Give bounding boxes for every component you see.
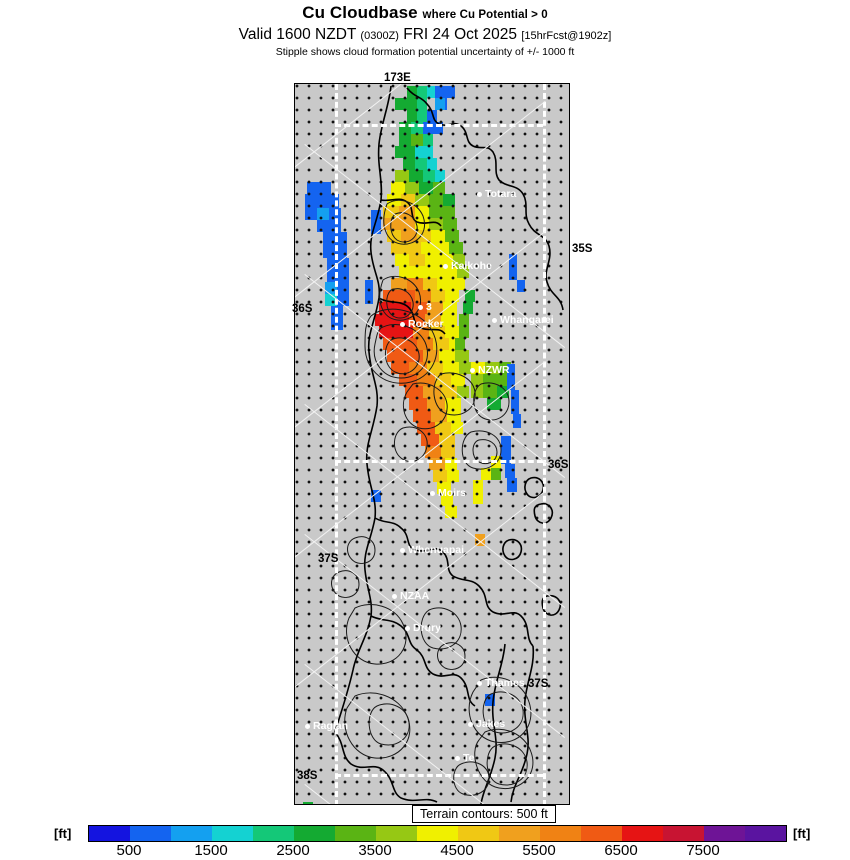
site-marker[interactable]: Thames — [477, 677, 525, 689]
site-marker-dot — [470, 367, 475, 373]
colorbar[interactable]: [ft] [ft] 500 1500 2500 3500 4500 5500 6500 750… — [0, 824, 850, 860]
site-label: Moirs — [438, 487, 467, 499]
graticule-line — [335, 84, 338, 804]
colorbar-segment — [581, 826, 622, 841]
colorbar-segment — [294, 826, 335, 841]
map-canvas — [295, 84, 569, 804]
coordinate-label: 35S — [572, 243, 593, 255]
site-marker[interactable]: Raglan — [305, 720, 348, 732]
site-label: Jakes — [476, 718, 506, 730]
colorbar-tick: 3500 — [358, 842, 392, 859]
title-condition: where Cu Potential > 0 — [422, 9, 548, 21]
colorbar-segment — [253, 826, 294, 841]
site-marker-dot — [418, 304, 423, 310]
site-marker-dot — [430, 490, 435, 496]
graticule-line — [335, 774, 543, 777]
title-main-line: Cu Cloudbase where Cu Potential > 0 — [0, 4, 850, 24]
site-label: NZWR — [478, 364, 510, 376]
colorbar-segment — [458, 826, 499, 841]
site-marker-dot — [405, 625, 410, 631]
colorbar-segment — [417, 826, 458, 841]
site-marker-dot — [392, 593, 397, 599]
site-marker-dot — [468, 721, 473, 727]
colorbar-segment — [745, 826, 786, 841]
page-title: Cu Cloudbase — [302, 3, 418, 22]
site-label: Raglan — [313, 720, 349, 732]
colorbar-segment — [212, 826, 253, 841]
colorbar-tick: 6500 — [604, 842, 638, 859]
graticule-line — [543, 84, 546, 804]
colorbar-segment — [89, 826, 130, 841]
colorbar-segment — [171, 826, 212, 841]
site-marker[interactable]: Whangarei — [492, 314, 554, 326]
colorbar-segment — [704, 826, 745, 841]
site-marker[interactable]: Rocker — [400, 318, 444, 330]
site-label: Rocker — [408, 318, 444, 330]
colorbar-tick: 1500 — [194, 842, 228, 859]
map-panel[interactable] — [294, 83, 570, 805]
title-block: Cu Cloudbase where Cu Potential > 0 Vali… — [0, 0, 850, 59]
colorbar-segment — [376, 826, 417, 841]
site-marker-dot — [443, 263, 448, 269]
graticule-line — [335, 460, 543, 463]
site-label: Drury — [413, 622, 442, 634]
site-marker[interactable]: Moirs — [430, 487, 466, 499]
site-marker[interactable]: 3 — [418, 301, 432, 313]
colorbar-tick: 2500 — [276, 842, 310, 859]
site-marker[interactable]: Totara — [477, 188, 516, 200]
site-marker[interactable]: NZAA — [392, 590, 429, 602]
coastline-and-contours — [331, 85, 564, 804]
site-marker-dot — [400, 547, 405, 553]
coordinate-label: 173E — [384, 72, 411, 84]
colorbar-segment — [663, 826, 704, 841]
site-marker-dot — [477, 191, 482, 197]
site-label: Whangarei — [500, 314, 554, 326]
site-marker[interactable]: Kaikohe — [443, 260, 492, 272]
coordinate-label: 36S — [548, 459, 569, 471]
colorbar-segment — [130, 826, 171, 841]
site-marker[interactable]: Te — [455, 752, 474, 764]
colorbar-segment — [335, 826, 376, 841]
graticule-line — [335, 124, 543, 127]
site-marker-dot — [305, 723, 310, 729]
forecast-info: [15hrFcst@1902z] — [521, 30, 612, 42]
site-marker-dot — [492, 317, 497, 323]
colorbar-tick: 500 — [116, 842, 142, 859]
site-label: Te — [463, 752, 475, 764]
valid-time: Valid 1600 NZDT — [238, 26, 357, 43]
site-marker[interactable]: Whenuapai — [400, 544, 464, 556]
site-label: Totara — [485, 188, 517, 200]
site-marker[interactable]: NZWR — [470, 364, 510, 376]
coordinate-label: 37S — [528, 678, 549, 690]
site-marker[interactable]: Drury — [405, 622, 441, 634]
colorbar-tick: 4500 — [440, 842, 474, 859]
site-marker-dot — [477, 680, 482, 686]
coordinate-label: 36S — [292, 303, 313, 315]
valid-time-utc: (0300Z) — [360, 30, 399, 42]
site-label: NZAA — [400, 590, 430, 602]
colorbar-tick-labels: 500 1500 2500 3500 4500 5500 6500 7500 — [88, 842, 785, 860]
colorbar-segment — [622, 826, 663, 841]
valid-date: FRI 24 Oct 2025 — [403, 26, 517, 43]
coordinate-label: 37S — [318, 553, 339, 565]
colorbar-units-right: [ft] — [793, 826, 811, 841]
site-label: Kaikohe — [451, 260, 492, 272]
site-marker-dot — [400, 321, 405, 327]
coordinate-label: 38S — [297, 770, 318, 782]
terrain-contours-note: Terrain contours: 500 ft — [412, 805, 556, 823]
site-marker-dot — [455, 755, 460, 761]
colorbar-units-left: [ft] — [54, 826, 72, 841]
title-valid-line: Valid 1600 NZDT (0300Z) FRI 24 Oct 2025 … — [0, 26, 850, 45]
colorbar-gradient[interactable] — [88, 825, 787, 842]
site-label: 3 — [426, 301, 432, 313]
site-label: Thames — [485, 677, 525, 689]
colorbar-segment — [499, 826, 540, 841]
site-marker[interactable]: Jakes — [468, 718, 505, 730]
colorbar-tick: 5500 — [522, 842, 556, 859]
colorbar-segment — [540, 826, 581, 841]
title-subtitle: Stipple shows cloud formation potential … — [275, 46, 575, 58]
site-label: Whenuapai — [408, 544, 465, 556]
colorbar-tick: 7500 — [686, 842, 720, 859]
